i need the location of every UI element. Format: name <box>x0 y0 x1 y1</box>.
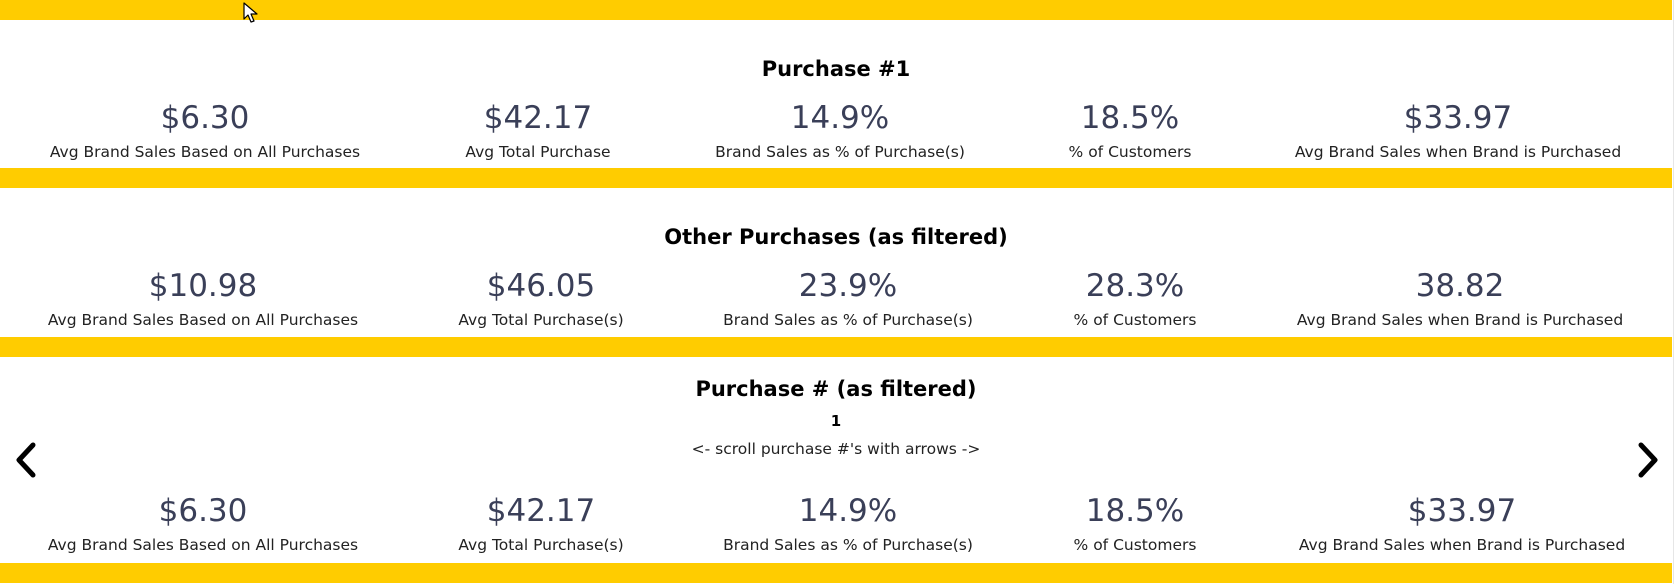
kpi-value: 28.3% <box>1085 268 1185 304</box>
kpi-avg-brand-sales: $10.98 Avg Brand Sales Based on All Purc… <box>23 268 383 330</box>
kpi-value: $46.05 <box>486 268 596 304</box>
kpi-avg-brand-sales: $6.30 Avg Brand Sales Based on All Purch… <box>23 493 383 555</box>
kpi-label: Avg Total Purchase(s) <box>458 311 624 329</box>
kpi-label: Avg Brand Sales Based on All Purchases <box>47 536 359 554</box>
kpi-value: 14.9% <box>790 100 890 136</box>
kpi-pct-customers: 18.5% % of Customers <box>950 100 1310 162</box>
kpi-avg-total-purchase: $42.17 Avg Total Purchase(s) <box>361 493 721 555</box>
scroll-hint: <- scroll purchase #'s with arrows -> <box>691 440 981 458</box>
kpi-label: Avg Brand Sales when Brand is Purchased <box>1294 143 1622 161</box>
kpi-value: 23.9% <box>798 268 898 304</box>
kpi-value: $33.97 <box>1403 100 1513 136</box>
kpi-avg-brand-sales-when-purchased: 38.82 Avg Brand Sales when Brand is Purc… <box>1280 268 1640 330</box>
kpi-pct-customers: 18.5% % of Customers <box>955 493 1315 555</box>
kpi-value: $10.98 <box>148 268 258 304</box>
panel-title: Purchase #1 <box>761 57 911 81</box>
divider-band <box>0 563 1672 583</box>
panel-title: Purchase # (as filtered) <box>695 377 977 401</box>
kpi-value: 38.82 <box>1415 268 1505 304</box>
kpi-label: Brand Sales as % of Purchase(s) <box>723 311 973 329</box>
kpi-value: $6.30 <box>158 493 248 529</box>
kpi-label: % of Customers <box>1073 536 1197 554</box>
chevron-left-icon <box>16 442 36 478</box>
kpi-value: 18.5% <box>1080 100 1180 136</box>
kpi-brand-sales-pct: 14.9% Brand Sales as % of Purchase(s) <box>660 100 1020 162</box>
kpi-value: $42.17 <box>483 100 593 136</box>
kpi-value: $6.30 <box>160 100 250 136</box>
kpi-label: Avg Total Purchase <box>465 143 611 161</box>
divider-band <box>0 168 1672 188</box>
next-purchase-button[interactable] <box>1630 440 1666 480</box>
kpi-label: % of Customers <box>1068 143 1192 161</box>
divider-band <box>0 337 1672 357</box>
kpi-avg-total-purchase: $42.17 Avg Total Purchase <box>358 100 718 162</box>
kpi-avg-brand-sales-when-purchased: $33.97 Avg Brand Sales when Brand is Pur… <box>1282 493 1642 555</box>
kpi-avg-brand-sales-when-purchased: $33.97 Avg Brand Sales when Brand is Pur… <box>1278 100 1638 162</box>
panel-title: Other Purchases (as filtered) <box>664 225 1008 249</box>
selected-purchase-number: 1 <box>830 412 842 430</box>
divider-band <box>0 0 1672 20</box>
mouse-pointer-icon <box>243 2 259 29</box>
kpi-avg-brand-sales: $6.30 Avg Brand Sales Based on All Purch… <box>25 100 385 162</box>
kpi-brand-sales-pct: 23.9% Brand Sales as % of Purchase(s) <box>668 268 1028 330</box>
kpi-pct-customers: 28.3% % of Customers <box>955 268 1315 330</box>
kpi-label: Avg Brand Sales Based on All Purchases <box>47 311 359 329</box>
kpi-avg-total-purchase: $46.05 Avg Total Purchase(s) <box>361 268 721 330</box>
kpi-value: $42.17 <box>486 493 596 529</box>
kpi-label: % of Customers <box>1073 311 1197 329</box>
kpi-label: Brand Sales as % of Purchase(s) <box>715 143 965 161</box>
kpi-label: Avg Total Purchase(s) <box>458 536 624 554</box>
kpi-value: $33.97 <box>1407 493 1517 529</box>
kpi-label: Brand Sales as % of Purchase(s) <box>723 536 973 554</box>
previous-purchase-button[interactable] <box>8 440 44 480</box>
kpi-label: Avg Brand Sales Based on All Purchases <box>49 143 361 161</box>
kpi-value: 14.9% <box>798 493 898 529</box>
chevron-right-icon <box>1638 442 1658 478</box>
kpi-label: Avg Brand Sales when Brand is Purchased <box>1298 536 1626 554</box>
kpi-value: 18.5% <box>1085 493 1185 529</box>
kpi-brand-sales-pct: 14.9% Brand Sales as % of Purchase(s) <box>668 493 1028 555</box>
kpi-label: Avg Brand Sales when Brand is Purchased <box>1296 311 1624 329</box>
